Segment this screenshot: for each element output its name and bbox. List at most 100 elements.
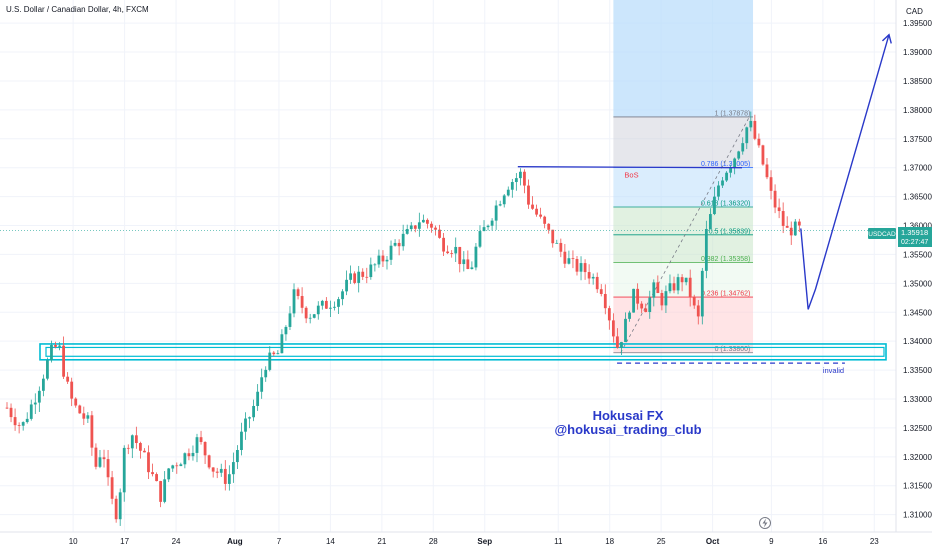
price-tick-label: 1.36000 [903, 222, 932, 231]
price-tick-label: 1.35000 [903, 279, 932, 288]
candle-body [482, 227, 486, 232]
candle-body [644, 308, 648, 313]
time-tick-label: 24 [172, 537, 181, 546]
candle-body [244, 418, 247, 432]
candle-body [721, 180, 724, 186]
candle-body [640, 303, 644, 309]
fib-level-label: 0.618 (1.36320) [701, 201, 750, 208]
candle-body [773, 190, 777, 208]
candle-body [349, 273, 353, 280]
candle-body [527, 185, 530, 205]
candle-body [300, 296, 304, 308]
candle-body [413, 225, 417, 229]
candle-body [741, 143, 745, 152]
candle-body [717, 185, 720, 197]
candle-body [288, 313, 292, 327]
time-tick-label: 17 [120, 537, 129, 546]
candle-body [583, 263, 587, 273]
candle-body [430, 223, 433, 228]
candle-body [729, 167, 733, 173]
candle-body [41, 378, 45, 391]
candle-body [163, 479, 167, 502]
candle-body [155, 474, 158, 482]
candle-body [219, 468, 223, 473]
fib-band [613, 167, 754, 208]
candle-body [498, 204, 502, 206]
candle-body [333, 306, 336, 308]
fib-level-label: 0.5 (1.35839) [709, 228, 751, 235]
candle-body [684, 277, 688, 283]
candle-body [761, 145, 765, 165]
symbol-badge: USDCAD [868, 228, 896, 239]
candle-body [632, 288, 635, 313]
price-tick-label: 1.32000 [903, 453, 932, 462]
time-axis[interactable] [0, 532, 896, 550]
candle-body [575, 258, 579, 272]
price-tick-label: 1.37500 [903, 135, 932, 144]
candle-body [539, 214, 543, 217]
lightning-icon[interactable] [759, 517, 771, 529]
candle-body [426, 219, 429, 224]
candle-body [130, 435, 134, 449]
candle-body [373, 264, 377, 266]
drawings[interactable]: BoS invalid [0, 33, 896, 375]
candle-body [531, 204, 534, 209]
candle-body [624, 318, 627, 343]
candle-body [118, 492, 122, 520]
candle-body [607, 308, 611, 321]
candle-body [454, 246, 458, 254]
candle-body [147, 452, 150, 473]
candle-body [102, 457, 106, 460]
time-tick-label: 18 [605, 537, 614, 546]
candle-body [381, 255, 385, 262]
candle-body [292, 289, 296, 314]
time-tick-label: Aug [227, 537, 243, 546]
time-tick-label: 7 [277, 537, 282, 546]
candle-body [442, 237, 445, 252]
price-axis[interactable] [896, 0, 932, 532]
candle-body [438, 229, 441, 238]
candle-body [337, 299, 340, 307]
fib-band [613, 234, 754, 263]
time-tick-label: 14 [326, 537, 335, 546]
candle-body [268, 352, 272, 370]
watermark-name: Hokusai FX [593, 408, 664, 423]
candle-body [523, 171, 526, 186]
candle-body [490, 220, 494, 226]
candle-body [122, 447, 126, 493]
candle-body [466, 259, 470, 269]
candle-body [571, 258, 575, 260]
candle-body [248, 417, 251, 419]
support-zone[interactable] [39, 343, 887, 361]
candle-body [486, 225, 490, 228]
candle-body [203, 441, 207, 456]
candle-body [312, 314, 316, 318]
price-tick-label: 1.39500 [903, 19, 932, 28]
candle-body [417, 222, 421, 229]
candle-body [345, 279, 348, 292]
candle-body [9, 407, 13, 418]
candle-body [749, 120, 753, 128]
candle-body [704, 228, 708, 271]
candle-body [365, 276, 369, 278]
price-tick-label: 1.34000 [903, 337, 932, 346]
candle-body [713, 196, 716, 215]
candle-body [5, 407, 9, 409]
candle-body [231, 462, 235, 475]
candle-body [50, 345, 53, 361]
candle-body [405, 229, 409, 234]
candle-body [587, 272, 591, 279]
price-tick-label: 1.38000 [903, 106, 932, 115]
candle-body [361, 271, 365, 277]
candle-body [134, 435, 138, 444]
candle-body [620, 342, 623, 348]
candle-body [191, 452, 195, 457]
candle-body [139, 443, 142, 451]
candle-body [502, 195, 506, 205]
candle-body [680, 277, 684, 283]
symbol-badge-text: USDCAD [868, 231, 896, 238]
candle-body [797, 221, 801, 226]
candle-body [324, 300, 328, 309]
candle-body [409, 225, 413, 230]
